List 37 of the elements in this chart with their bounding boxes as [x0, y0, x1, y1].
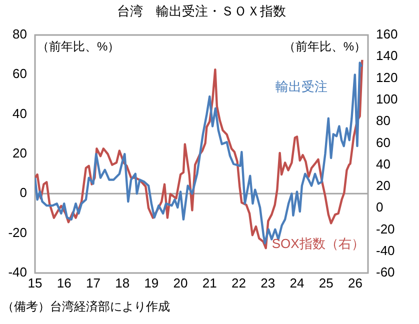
y-tick-label: -40: [8, 264, 27, 280]
x-tick-label: 22: [232, 275, 246, 290]
x-tick-label: 17: [86, 275, 100, 290]
series-label: 輸出受注: [275, 78, 328, 94]
x-tick-label: 24: [290, 275, 304, 290]
x-tick-label: 26: [348, 275, 362, 290]
y2-tick-label: 20: [376, 178, 390, 194]
text: （備考）台湾経済部により作成: [2, 299, 170, 314]
x-tick-label: 25: [318, 275, 334, 290]
y-tick-label: 60: [12, 66, 27, 82]
y2-tick-label: -60: [376, 264, 395, 280]
chart-title: 台湾 輸出受注・ＳＯＸ指数: [117, 4, 286, 19]
y-tick-label: 40: [12, 106, 27, 121]
y2-tick-label: 0: [376, 200, 384, 215]
x-tick-label: 21: [202, 275, 217, 290]
y-axis-title: （前年比、%）: [37, 39, 120, 54]
y-tick-label: -20: [8, 224, 27, 240]
series-label: SOX指数（右）: [272, 236, 364, 252]
y2-tick-label: 140: [376, 48, 398, 64]
x-tick-label: 19: [144, 275, 159, 290]
y2-tick-label: -20: [376, 221, 395, 236]
y2-tick-label: 120: [376, 70, 398, 85]
y-tick-label: 80: [12, 26, 27, 42]
x-tick-label: 15: [28, 275, 42, 290]
y2-tick-label: -40: [376, 242, 395, 258]
x-tick-label: 20: [173, 275, 188, 290]
y-tick-label: 20: [12, 146, 27, 161]
y2-tick-label: 80: [376, 113, 390, 128]
x-tick-label: 16: [56, 275, 72, 290]
y-tick-label: 0: [20, 185, 27, 200]
y2-tick-label: 160: [376, 26, 398, 42]
y2-tick-label: 60: [376, 134, 390, 150]
y2-tick-label: 100: [376, 91, 398, 106]
y2-axis-title: （前年比、%）: [283, 39, 366, 54]
y2-tick-label: 40: [376, 156, 390, 172]
x-tick-label: 23: [260, 275, 276, 290]
x-tick-label: 18: [115, 275, 130, 290]
